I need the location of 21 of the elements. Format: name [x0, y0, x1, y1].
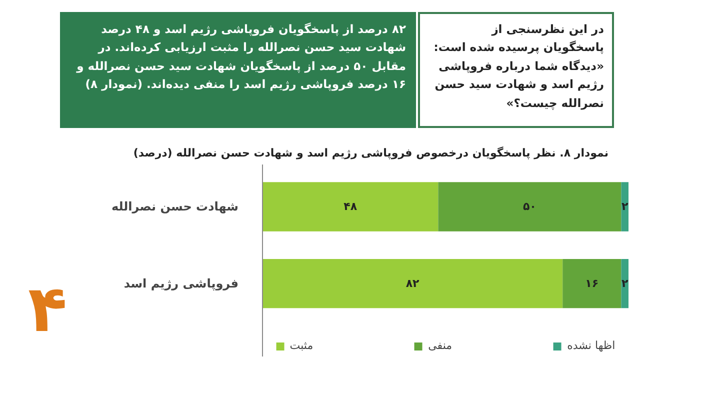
data-label: ۲: [621, 200, 628, 214]
bar: [262, 258, 563, 308]
bar: [621, 182, 628, 232]
bar: [262, 182, 438, 232]
chart-title: نمودار ۸. نظر پاسخگویان درخصوص فروپاشی رژیم اسد و شهادت حسن نصرالله (درصد): [133, 146, 609, 160]
bar: [621, 258, 628, 308]
y-tick-label: فروپاشی رژیم اسد: [124, 276, 239, 291]
data-label: ۱۶: [585, 277, 599, 290]
legend-label: مثبت: [290, 339, 314, 352]
text: در این نظرسنجی از پاسخگویان پرسیده شده است: «دیدگاه شما درباره فروپاشی رژیم اسد و شهادت سید حسن نصرالله چیست؟»: [418, 12, 614, 128]
data-label: ۴۸: [344, 200, 358, 214]
legend-label: منفی: [428, 339, 452, 352]
legend-label: اظها نشده: [567, 339, 616, 352]
bar: [438, 182, 622, 232]
text: ۴: [28, 273, 68, 347]
data-label: ۵۰: [522, 200, 536, 214]
data-label: ۸۲: [406, 277, 420, 290]
y-tick-label: شهادت حسن نصرالله: [111, 200, 239, 214]
text: ۸۲ درصد از پاسخگویان فروپاشی رژیم اسد و ۴۸ درصد شهادت سید حسن نصرالله را مثبت ارزیابی کرده‌اند. در مقابل ۵۰ درصد از پاسخگویان شهادت سید حسن نصرالله و ۱۶ درصد فروپاشی رژیم اسد را منفی دیده‌اند. (نمودار ۸): [60, 12, 416, 128]
data-label: ۲: [621, 277, 628, 290]
bar: [562, 258, 622, 308]
